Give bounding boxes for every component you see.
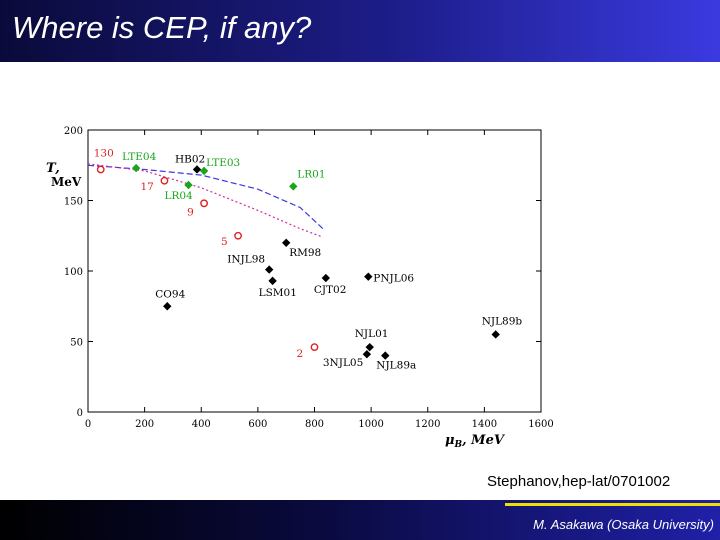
- point-pnjl06: [364, 272, 373, 281]
- y-tick-label: 200: [64, 126, 83, 137]
- label-rm98: RM98: [289, 247, 321, 259]
- x-tick-label: 600: [248, 419, 267, 430]
- point-17: [160, 176, 169, 185]
- point-9: [200, 199, 208, 208]
- label-9: 9: [187, 206, 194, 218]
- x-tick-label: 1000: [358, 419, 383, 430]
- label-njl89b: NJL89b: [482, 315, 523, 327]
- x-tick-label: 0: [85, 419, 91, 430]
- title-bar: Where is CEP, if any?: [0, 0, 720, 62]
- label-cjt02: CJT02: [314, 284, 347, 296]
- point-lr01: [289, 182, 298, 191]
- phase-curve-dashed: [87, 164, 324, 230]
- y-tick-label: 0: [77, 408, 83, 419]
- point-injl98: [265, 265, 274, 274]
- x-tick-label: 800: [305, 419, 324, 430]
- label-lte04: LTE04: [122, 151, 156, 163]
- x-tick-label: 400: [192, 419, 211, 430]
- label-pnjl06: PNJL06: [373, 273, 414, 285]
- point-lte03: [199, 166, 209, 176]
- y-tick-label: 50: [70, 338, 83, 349]
- x-tick-label: 1400: [472, 419, 497, 430]
- label-injl98: INJL98: [227, 254, 265, 266]
- label-17: 17: [140, 181, 153, 193]
- x-tick-label: 1200: [415, 419, 440, 430]
- label-njl89a: NJL89a: [376, 360, 416, 372]
- point-njl89b: [491, 330, 500, 339]
- footer-bar: M. Asakawa (Osaka University): [0, 500, 720, 540]
- label-130: 130: [94, 147, 114, 159]
- citation: Stephanov,hep-lat/0701002: [487, 473, 671, 490]
- label-njl01: NJL01: [355, 328, 389, 340]
- label-lr04: LR04: [165, 190, 194, 202]
- point-cjt02: [321, 273, 331, 283]
- point-lr04: [184, 180, 193, 190]
- label-lte03: LTE03: [206, 157, 240, 169]
- y-axis-symbol: T,: [46, 161, 60, 176]
- label-co94: CO94: [155, 288, 185, 300]
- point-lte04: [131, 163, 141, 173]
- slide-title: Where is CEP, if any?: [12, 10, 312, 45]
- point-2: [310, 343, 319, 352]
- x-axis: 0 200 400 600 800 1000 1200 1400 1600: [85, 130, 554, 430]
- footer-author: M. Asakawa (Osaka University): [533, 517, 714, 532]
- x-tick-label: 200: [135, 419, 154, 430]
- point-co94: [163, 302, 172, 311]
- point-rm98: [281, 238, 291, 247]
- point-130: [96, 165, 105, 174]
- point-njl01: [365, 342, 374, 352]
- y-axis: 0 50 100 150 200: [64, 126, 541, 419]
- footer-accent-line: [505, 503, 720, 506]
- point-njl89a: [381, 351, 390, 360]
- y-tick-label: 150: [64, 197, 83, 208]
- label-5: 5: [221, 236, 228, 248]
- label-lsm01: LSM01: [259, 287, 297, 299]
- label-2: 2: [297, 348, 304, 360]
- x-tick-label: 1600: [528, 419, 553, 430]
- label-lr01: LR01: [297, 168, 325, 180]
- axis-labels: T, MeV μB, MeV: [46, 161, 506, 450]
- point-labels: HB02 RM98 INJL98 LSM01 CJT02 PNJL06 CO94 NJL89b…: [94, 147, 523, 371]
- point-5: [234, 231, 242, 240]
- y-tick-label: 100: [64, 267, 83, 278]
- point-3njl05: [362, 349, 372, 359]
- point-lsm01: [268, 276, 277, 286]
- y-axis-unit: MeV: [51, 175, 82, 189]
- point-hb02: [192, 165, 202, 174]
- label-3njl05: 3NJL05: [323, 357, 363, 369]
- label-hb02: HB02: [175, 153, 205, 165]
- x-axis-label: μB, MeV: [445, 433, 506, 450]
- data-points: [96, 163, 500, 360]
